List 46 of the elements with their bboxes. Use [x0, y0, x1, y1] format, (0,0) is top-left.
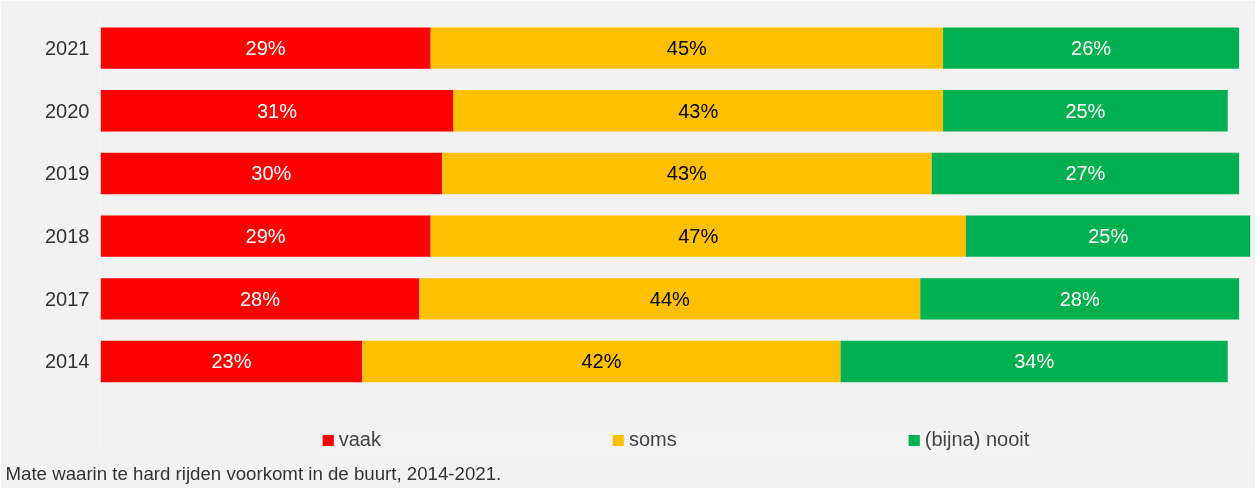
bar [920, 278, 1240, 320]
bar [100, 90, 454, 132]
legend-label: soms [628, 428, 677, 451]
bar [943, 90, 1228, 132]
data-label: 28% [1059, 287, 1100, 310]
data-label: 23% [211, 350, 252, 373]
data-label: 31% [256, 99, 298, 122]
data-label: 28% [239, 287, 281, 310]
bar [100, 152, 443, 195]
y-tick-label: 2020 [45, 99, 90, 122]
data-label: 42% [581, 350, 622, 373]
y-tick-label: 2021 [45, 37, 90, 60]
data-label: 43% [666, 162, 708, 185]
legend-label: vaak [338, 428, 381, 451]
bar [430, 215, 966, 257]
bar [362, 340, 841, 383]
data-label: 27% [1065, 162, 1106, 185]
bar [965, 215, 1251, 257]
y-tick-label: 2019 [45, 162, 90, 185]
data-label: 25% [1065, 99, 1106, 122]
legend-label: (bijna) nooit [924, 428, 1030, 451]
data-label: 29% [245, 225, 286, 248]
data-label: 45% [666, 37, 708, 60]
bar [453, 90, 944, 132]
data-label: 30% [251, 162, 292, 185]
bar [100, 215, 431, 257]
data-label: 26% [1071, 37, 1112, 60]
data-label: 29% [245, 37, 286, 60]
data-label: 44% [649, 287, 691, 310]
bar [442, 152, 932, 195]
data-label: 34% [1014, 350, 1055, 373]
bar [840, 340, 1228, 383]
bar [419, 278, 921, 320]
bar [100, 340, 363, 383]
data-label: 43% [678, 99, 719, 122]
data-label: 47% [678, 225, 719, 248]
bar [100, 27, 431, 69]
bar [430, 27, 944, 69]
data-label: 25% [1088, 225, 1129, 248]
text: Mate waarin te hard rijden voorkomt in de buurt, 2014-2021. [5, 462, 502, 484]
y-tick-label: 2018 [45, 225, 90, 248]
bar [943, 27, 1240, 69]
y-tick-label: 2017 [45, 287, 90, 310]
y-tick-label: 2014 [45, 350, 90, 373]
bar [931, 152, 1240, 195]
bar [100, 278, 420, 320]
